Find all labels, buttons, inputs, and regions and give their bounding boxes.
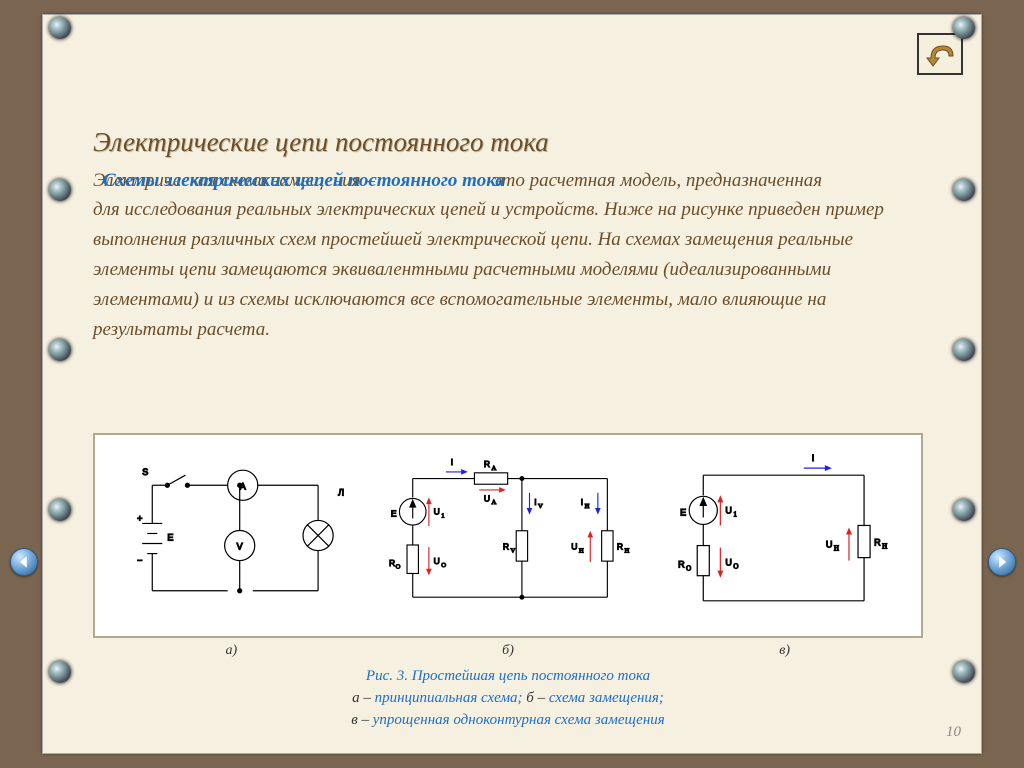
rivet-decoration <box>49 17 71 39</box>
svg-text:V: V <box>237 542 243 552</box>
svg-text:H: H <box>625 548 630 555</box>
label-a: а) <box>93 643 370 659</box>
svg-text:R: R <box>678 560 685 570</box>
figure-sublabels: а) б) в) <box>93 643 923 659</box>
svg-text:R: R <box>389 558 395 568</box>
svg-text:R: R <box>874 538 881 548</box>
svg-text:O: O <box>396 564 401 571</box>
schematic-a: A + − E S V <box>95 435 370 636</box>
svg-text:+: + <box>137 513 142 523</box>
svg-text:U: U <box>725 558 732 568</box>
back-button[interactable] <box>917 33 963 75</box>
svg-text:U: U <box>826 540 833 550</box>
svg-text:H: H <box>579 548 584 555</box>
svg-text:H: H <box>585 503 590 510</box>
svg-text:U: U <box>572 542 578 552</box>
rivet-decoration <box>953 661 975 683</box>
svg-text:I: I <box>451 457 453 467</box>
svg-text:V: V <box>511 548 516 555</box>
caption-line1: Рис. 3. Простейшая цепь постоянного тока <box>93 665 923 687</box>
label-v: в) <box>646 643 923 659</box>
rivet-decoration <box>953 17 975 39</box>
caption-line3: в – упрощенная одноконтурная схема замещ… <box>93 709 923 731</box>
svg-text:H: H <box>834 545 839 553</box>
triangle-left-icon <box>17 555 31 569</box>
nav-next-button[interactable] <box>988 548 1016 576</box>
svg-text:E: E <box>680 507 686 517</box>
rivet-decoration <box>49 499 71 521</box>
svg-text:−: − <box>137 556 142 566</box>
schematic-b: E RO U1 UO <box>370 435 645 636</box>
figure-panel: A + − E S V <box>93 433 923 638</box>
svg-text:E: E <box>391 509 397 519</box>
svg-text:I: I <box>811 453 814 463</box>
svg-text:Л: Л <box>338 487 344 497</box>
rivet-decoration <box>953 339 975 361</box>
figure-caption: Рис. 3. Простейшая цепь постоянного тока… <box>93 665 923 731</box>
schematic-v: E RO U1 UO <box>646 435 921 636</box>
svg-text:U: U <box>434 556 440 566</box>
svg-text:A: A <box>492 499 497 506</box>
nav-prev-button[interactable] <box>10 548 38 576</box>
svg-text:O: O <box>442 562 447 569</box>
svg-text:I: I <box>535 497 537 507</box>
slide-subtitle: Схемы электрических цепей постоянного то… <box>103 167 823 195</box>
rivet-decoration <box>49 339 71 361</box>
svg-text:R: R <box>617 542 623 552</box>
svg-text:U: U <box>725 505 732 515</box>
svg-text:S: S <box>142 467 148 477</box>
slide-number: 10 <box>946 724 961 741</box>
triangle-right-icon <box>995 555 1009 569</box>
svg-text:A: A <box>492 465 497 472</box>
svg-text:O: O <box>686 565 691 573</box>
rivet-decoration <box>953 499 975 521</box>
body-text: для исследования реальных электрических … <box>93 195 923 345</box>
return-arrow-icon <box>925 40 955 68</box>
svg-text:V: V <box>538 503 543 510</box>
svg-text:U: U <box>434 507 440 517</box>
rivet-decoration <box>49 179 71 201</box>
slide-panel: Электрические цепи постоянного тока Элек… <box>42 14 982 754</box>
svg-text:1: 1 <box>442 512 445 519</box>
svg-text:U: U <box>484 493 490 503</box>
svg-text:H: H <box>882 543 887 551</box>
svg-text:O: O <box>733 563 738 571</box>
svg-text:R: R <box>484 459 490 469</box>
rivet-decoration <box>49 661 71 683</box>
svg-text:E: E <box>167 533 173 543</box>
svg-text:R: R <box>503 542 509 552</box>
caption-line2: а – принципиальная схема; б – схема заме… <box>93 687 923 709</box>
svg-text:I: I <box>581 497 583 507</box>
label-b: б) <box>370 643 647 659</box>
rivet-decoration <box>953 179 975 201</box>
svg-text:1: 1 <box>733 510 737 518</box>
slide-title: Электрические цепи постоянного тока <box>93 127 549 158</box>
